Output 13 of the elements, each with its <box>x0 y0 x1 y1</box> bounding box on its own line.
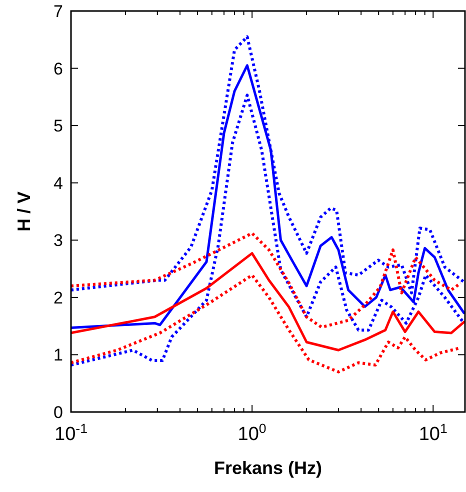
x-tick-label: 10$^{0}$ <box>238 420 266 445</box>
y-axis-title: H / V <box>14 191 34 232</box>
y-tick-label: 1 <box>54 346 63 365</box>
y-tick-label: 2 <box>54 288 63 308</box>
y-tick-label: 7 <box>54 2 63 21</box>
x-tick-label: 10$^{-1}$ <box>54 420 88 445</box>
x-axis-title: Frekans (Hz) <box>214 458 322 478</box>
x-tick-label: 10$^{1}$ <box>418 420 448 445</box>
y-tick-label: 5 <box>54 116 63 136</box>
y-tick-label: 3 <box>54 231 63 250</box>
y-tick-label: 6 <box>54 59 63 78</box>
y-tick-label: 0 <box>54 403 63 422</box>
y-tick-label: 4 <box>54 174 63 193</box>
